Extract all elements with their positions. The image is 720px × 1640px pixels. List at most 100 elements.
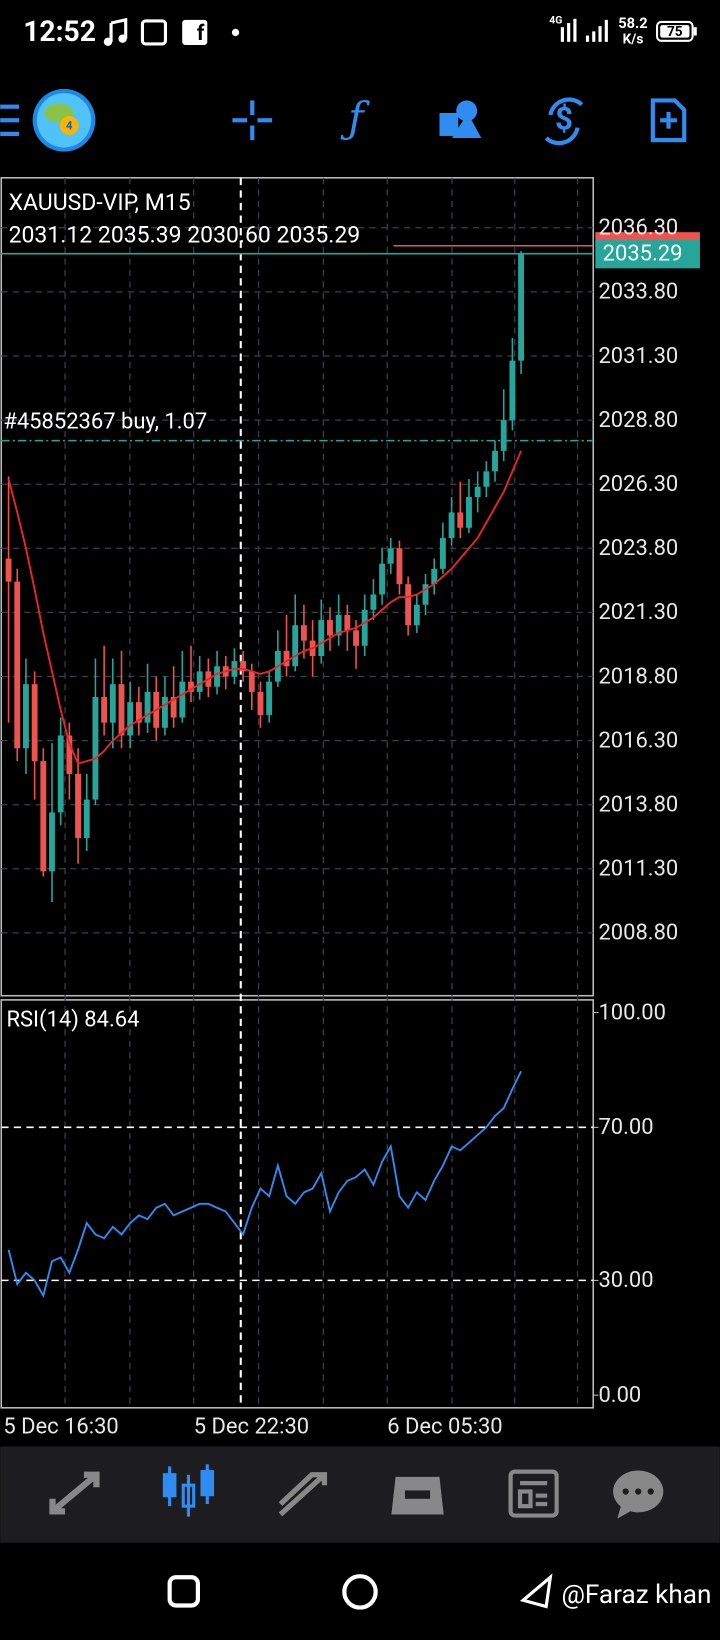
nav-history[interactable]: [391, 1476, 444, 1515]
candle-body: [248, 671, 255, 692]
candle-body: [66, 735, 73, 774]
home-button[interactable]: [342, 1574, 378, 1610]
y-tick-label: 2026.30: [598, 472, 678, 497]
plot: [1, 227, 700, 1396]
candle-body: [483, 471, 490, 487]
nav-chat[interactable]: [613, 1470, 664, 1519]
candle-body: [144, 691, 151, 723]
candle-body: [135, 702, 142, 723]
svg-text:$: $: [555, 101, 573, 138]
v-grid: [64, 177, 579, 1408]
candle-body: [283, 650, 290, 667]
bid-label: 2035.29: [603, 242, 683, 267]
candle-body: [300, 625, 307, 641]
candle-body: [361, 609, 368, 646]
rsi-line: [7, 1070, 522, 1299]
candle-body: [318, 620, 325, 656]
candle-body: [405, 584, 412, 626]
candle-body: [188, 681, 194, 692]
net-speed: 58.2: [618, 14, 647, 32]
svg-text:f: f: [197, 22, 205, 46]
y-tick-label: 2033.80: [598, 280, 678, 305]
nav-quotes[interactable]: [49, 1471, 100, 1515]
rsi-frame: [0, 999, 595, 1409]
y-tick-label: 2023.80: [598, 536, 678, 561]
candle-body: [161, 697, 168, 728]
recents-button[interactable]: [167, 1575, 200, 1608]
candle-body: [83, 799, 90, 839]
candle-body: [457, 512, 464, 528]
candle-body: [75, 773, 81, 839]
candle-body: [23, 684, 29, 749]
rsi-title: RSI(14) 84.64: [6, 1008, 139, 1033]
candle-body: [127, 702, 134, 736]
candle-body: [170, 697, 177, 718]
menu-button[interactable]: [0, 104, 20, 136]
candle-body: [396, 548, 403, 585]
watermark: @Faraz khan: [561, 1580, 711, 1610]
y-tick-label: 2028.80: [598, 408, 678, 433]
candle-body: [49, 812, 55, 872]
candle-body: [5, 558, 12, 582]
rsi-tick-label: 70.00: [598, 1115, 653, 1140]
candle-body: [422, 584, 429, 605]
bottom-nav: [0, 1446, 720, 1543]
ohlc-label: 2031.12 2035.39 2030.60 2035.29: [9, 221, 361, 248]
app-logo[interactable]: 4: [32, 88, 96, 152]
nav-chart[interactable]: [162, 1464, 215, 1517]
rsi-tick-label: 30.00: [598, 1268, 653, 1293]
candle-body: [344, 614, 351, 631]
rsi-tick-label: 0.00: [598, 1383, 641, 1408]
candle-body: [466, 497, 472, 528]
candle-body: [327, 620, 333, 636]
indicators-tool[interactable]: ƒ: [340, 93, 370, 142]
y-tick-label: 2018.80: [598, 664, 678, 689]
y-tick-label: 2013.80: [598, 793, 678, 818]
ma-line: [7, 450, 522, 765]
candle-body: [448, 512, 455, 539]
candle-body: [439, 538, 446, 569]
chart-title: XAUUSD-VIP, M15: [9, 189, 191, 216]
battery-level: 75: [667, 24, 683, 40]
candle-body: [353, 630, 359, 646]
candle-body: [474, 486, 481, 498]
price-frame: [0, 177, 595, 997]
candle-body: [101, 697, 108, 723]
candle-body: [509, 360, 516, 421]
candle-body: [14, 581, 21, 749]
x-tick-label: 6 Dec 05:30: [387, 1414, 502, 1439]
status-icons: f: [103, 17, 697, 46]
y-tick-label: 2008.80: [598, 921, 678, 946]
new-order-tool[interactable]: [650, 98, 687, 143]
candle-body: [109, 684, 116, 723]
candle-body: [257, 691, 264, 715]
candle-body: [431, 568, 438, 585]
order-label: #45852367 buy, 1.07: [3, 410, 207, 435]
candle-body: [413, 604, 420, 626]
bid-label-box: [595, 240, 700, 269]
candle-body: [266, 681, 273, 715]
y-tick-label: 2031.30: [598, 344, 678, 369]
watermark-icon: [519, 1573, 553, 1609]
candle-body: [518, 253, 524, 361]
trade-tool[interactable]: $: [544, 97, 584, 146]
candle-body: [118, 684, 125, 736]
candle-body: [292, 625, 299, 667]
candle-body: [379, 563, 386, 595]
y-tick-label: 2011.30: [598, 857, 678, 882]
candle-body: [57, 735, 64, 813]
nav-trade[interactable]: [278, 1472, 328, 1517]
nav-news[interactable]: [508, 1469, 559, 1518]
crosshair-tool[interactable]: [232, 100, 273, 141]
candle-body: [31, 684, 38, 762]
candle-body: [240, 661, 247, 672]
objects-tool[interactable]: [439, 100, 482, 139]
candle-body: [40, 761, 47, 872]
candle-body: [500, 420, 507, 451]
net-speed-unit: K/s: [623, 31, 644, 47]
rsi-tick-label: 100.00: [598, 1000, 665, 1025]
candle-body: [387, 548, 394, 564]
candle-body: [196, 671, 203, 692]
x-tick-label: 5 Dec 22:30: [194, 1414, 309, 1439]
